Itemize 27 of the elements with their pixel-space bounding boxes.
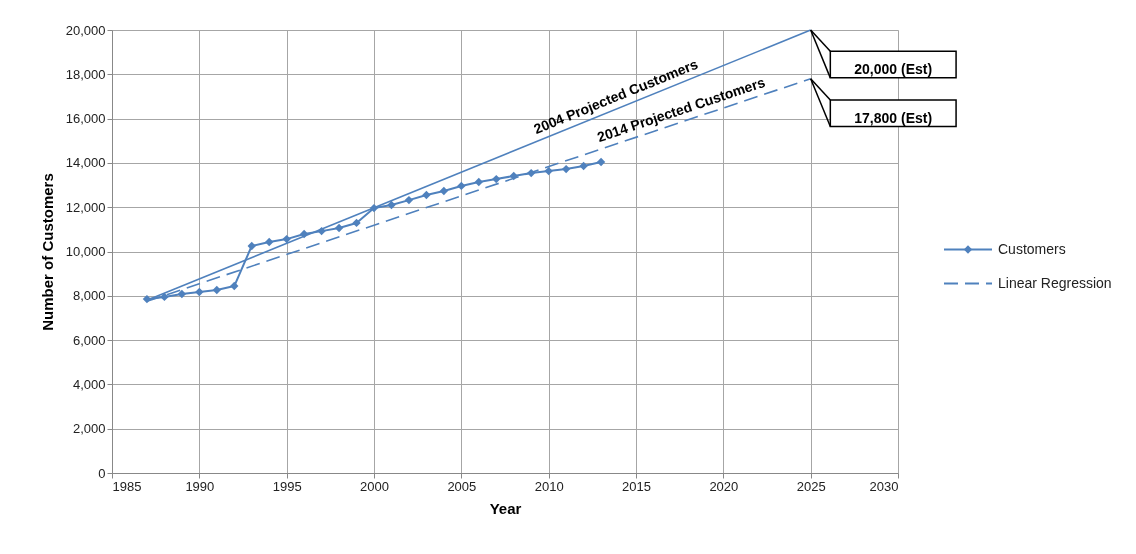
legend-label: Linear Regression (998, 274, 1112, 291)
y-tick-label: 16,000 (65, 111, 106, 127)
y-tick-label: 14,000 (65, 155, 106, 171)
y-tick-label: 6,000 (72, 332, 106, 348)
x-tick-label: 2030 (869, 478, 899, 494)
x-tick-label: 2025 (796, 478, 826, 494)
y-tick-label: 12,000 (65, 199, 106, 215)
annotation: 17,800 (Est) (854, 109, 933, 126)
x-tick-label: 1985 (112, 478, 142, 494)
x-tick-label: 1990 (185, 478, 215, 494)
legend-label: Customers (998, 240, 1066, 257)
y-tick-label: 2,000 (72, 421, 106, 437)
y-axis-title: Number of Customers (38, 173, 56, 331)
x-tick-label: 2015 (622, 478, 651, 494)
x-axis-title: Year (489, 499, 522, 517)
y-tick-label: 18,000 (65, 66, 106, 82)
x-tick-label: 2020 (709, 478, 739, 494)
x-tick-label: 2005 (447, 478, 477, 494)
y-tick-label: 0 (98, 465, 106, 481)
x-tick-label: 2010 (534, 478, 564, 494)
y-tick-label: 20,000 (65, 22, 106, 38)
y-tick-label: 8,000 (72, 288, 106, 304)
annotation: 20,000 (Est) (854, 60, 933, 77)
x-tick-label: 1995 (272, 478, 302, 494)
y-tick-label: 10,000 (65, 244, 106, 259)
y-tick-label: 4,000 (72, 376, 106, 392)
x-tick-label: 2000 (360, 478, 389, 494)
